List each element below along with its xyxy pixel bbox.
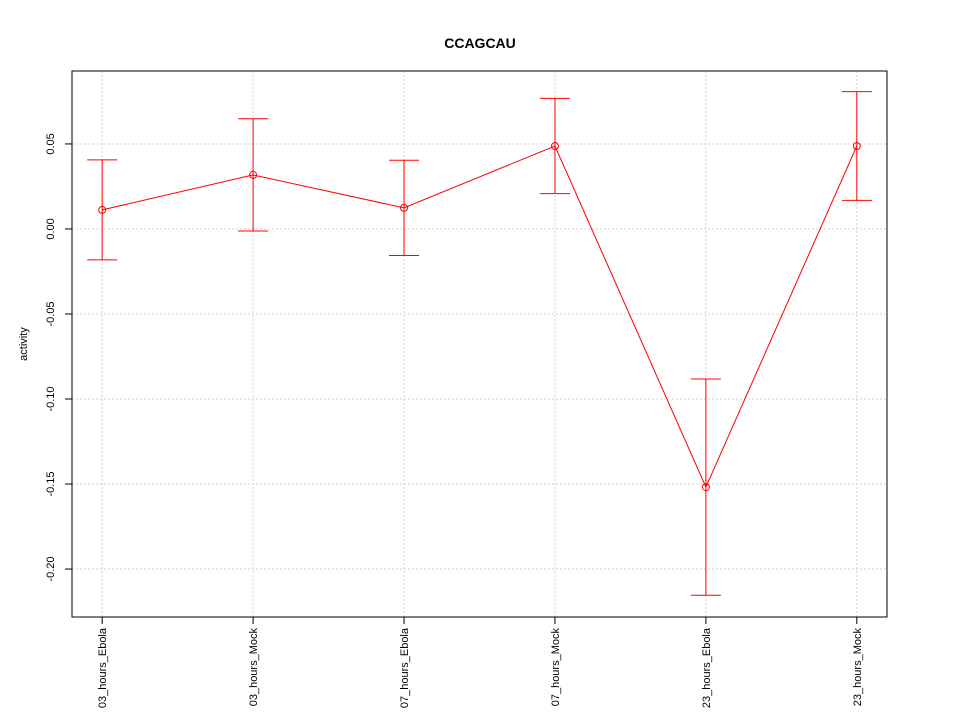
x-tick-label: 07_hours_Mock [550,628,562,707]
y-tick-label: -0.05 [45,301,57,326]
error-bar [389,159,420,256]
x-tick-label: 07_hours_Ebola [399,627,411,708]
y-tick-label: -0.15 [45,471,57,496]
point [701,483,710,492]
error-bar [87,159,118,261]
point [550,141,559,150]
y-tick-label: -0.10 [45,386,57,411]
point [400,203,409,212]
y-tick-label: 0.00 [45,218,57,239]
series-line [102,145,858,489]
error-bar [841,91,872,201]
point [852,141,861,150]
x-tick-label: 03_hours_Ebola [97,627,109,708]
x-tick-label: 23_hours_Mock [852,628,864,707]
error-bar [238,118,269,232]
plot-frame [71,70,888,618]
point [249,170,258,179]
point [98,205,107,214]
x-tick-label: 23_hours_Ebola [701,627,713,708]
error-bar [690,378,721,596]
error-bar [539,97,570,195]
y-tick-label: -0.20 [45,557,57,582]
chart-title: CCAGCAU [444,35,516,51]
y-tick-label: 0.05 [45,133,57,154]
x-tick-label: 03_hours_Mock [248,628,260,707]
y-axis-label: activity [18,327,30,361]
